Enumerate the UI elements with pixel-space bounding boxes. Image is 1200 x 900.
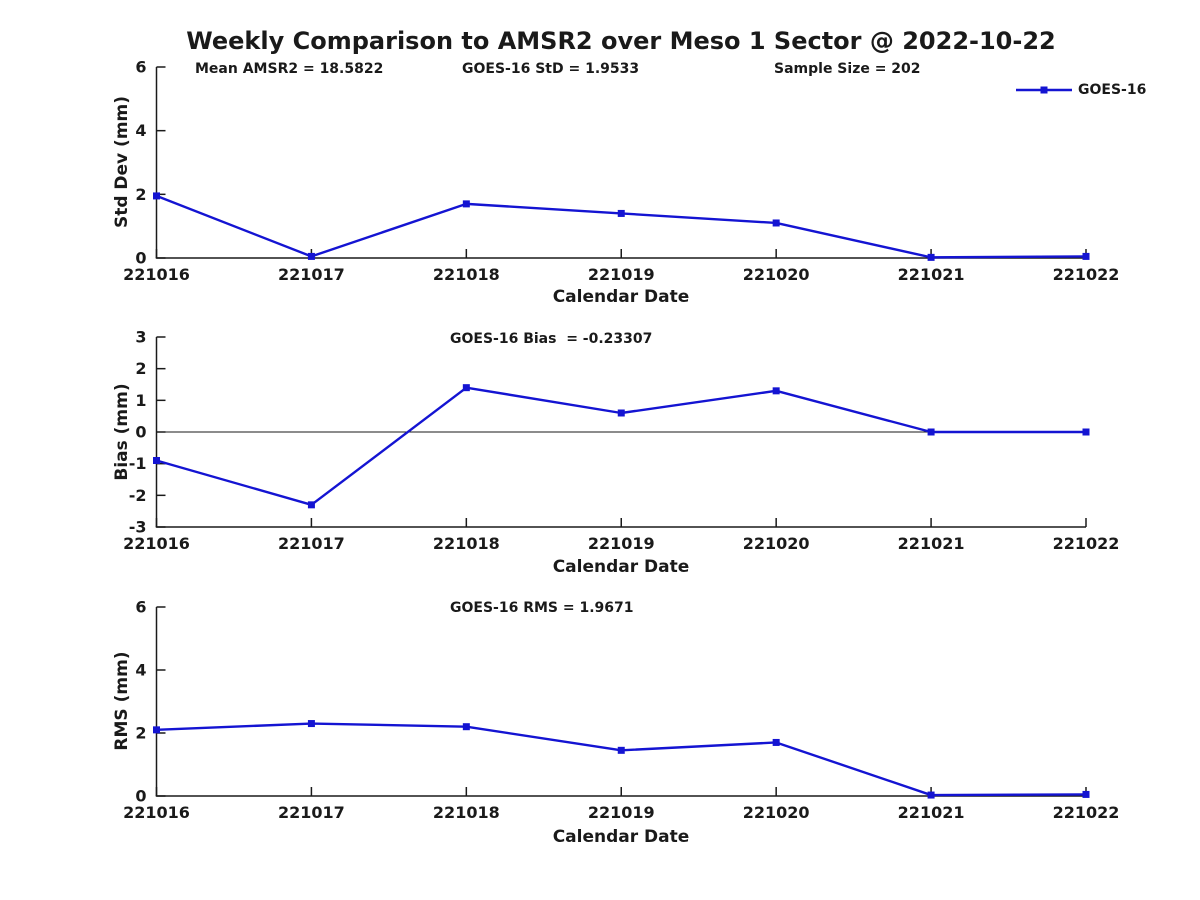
series-line <box>156 386 1086 507</box>
legend: GOES-16 <box>1016 82 1146 98</box>
x-tick-label: 221019 <box>588 803 655 822</box>
series-marker <box>153 457 160 464</box>
series-marker <box>1082 252 1090 260</box>
y-axis-label-rms: RMS (mm) <box>112 651 132 751</box>
series-marker <box>462 723 470 731</box>
y-axis-label-bias: Bias (mm) <box>112 383 132 481</box>
y-tick-label: 2 <box>135 724 146 743</box>
x-tick-label: 221016 <box>123 803 190 822</box>
x-axis-label-1: Calendar Date <box>552 287 690 307</box>
series-marker <box>1082 428 1090 436</box>
y-tick-label: 2 <box>135 359 146 378</box>
rms-subplot: 0 2 4 6 221016 221017 221018 221019 221020 221021… <box>123 598 1119 823</box>
x-tick-label: 221019 <box>588 534 655 553</box>
y-axis-label-std-dev: Std Dev (mm) <box>112 95 132 229</box>
series-marker <box>153 726 160 734</box>
y-tick-label: 3 <box>135 328 146 347</box>
series-marker <box>307 252 315 260</box>
bias-subplot: -3 -2 -1 0 1 2 3 221016 221017 221018 221019 221020… <box>123 328 1119 554</box>
series-marker <box>927 791 935 799</box>
series-marker <box>927 428 935 436</box>
x-tick-label: 221022 <box>1053 534 1120 553</box>
series-marker <box>307 501 315 509</box>
figure-title: Weekly Comparison to AMSR2 over Meso 1 S… <box>186 27 1056 55</box>
x-axis-label-2: Calendar Date <box>552 557 690 577</box>
y-tick-label: 2 <box>135 185 146 204</box>
series-marker <box>617 409 625 417</box>
y-tick-label: -3 <box>129 518 147 537</box>
series-marker <box>772 387 780 395</box>
x-tick-label: 221019 <box>588 265 655 284</box>
x-tick-label: 221020 <box>743 803 810 822</box>
y-tick-label: 6 <box>135 598 146 617</box>
x-tick-label: 221021 <box>898 534 965 553</box>
std-dev-subplot: 0 2 4 6 221016 221017 221018 221019 221020 221021… <box>123 58 1119 285</box>
y-tick-label: 0 <box>135 423 146 442</box>
series-marker <box>772 219 780 227</box>
series-marker <box>772 738 780 746</box>
annotation-goes16-bias: GOES-16 Bias = -0.23307 <box>450 331 653 347</box>
y-tick-label: 4 <box>135 121 146 140</box>
x-tick-label: 221016 <box>123 534 190 553</box>
series-marker <box>1082 790 1090 798</box>
series-marker <box>927 253 935 261</box>
y-tick-label: -1 <box>129 454 147 473</box>
y-tick-label: 0 <box>135 249 146 268</box>
y-tick-label: 6 <box>135 58 146 77</box>
series-marker <box>462 384 470 392</box>
x-tick-label: 221022 <box>1053 803 1120 822</box>
x-tick-label: 221017 <box>278 803 345 822</box>
y-tick-label: 4 <box>135 661 146 680</box>
x-tick-label: 221021 <box>898 803 965 822</box>
series-marker <box>617 746 625 754</box>
annotation-goes16-std: GOES-16 StD = 1.9533 <box>462 61 640 77</box>
x-tick-label: 221018 <box>433 265 500 284</box>
legend-marker <box>1040 86 1048 94</box>
legend-line-sample <box>1016 86 1072 94</box>
x-tick-label: 221020 <box>743 265 810 284</box>
series-marker <box>617 209 625 217</box>
x-tick-label: 221018 <box>433 803 500 822</box>
series-marker <box>153 192 160 200</box>
x-tick-label: 221021 <box>898 265 965 284</box>
y-tick-label: -2 <box>129 486 147 505</box>
x-tick-label: 221017 <box>278 265 345 284</box>
x-tick-label: 221017 <box>278 534 345 553</box>
y-tick-label: 1 <box>135 391 146 410</box>
series-line <box>156 722 1087 797</box>
annotation-mean-amsr2: Mean AMSR2 = 18.5822 <box>195 61 384 77</box>
y-tick-label: 0 <box>135 787 146 806</box>
series-line <box>156 194 1087 259</box>
x-tick-label: 221022 <box>1053 265 1120 284</box>
x-axis-label-3: Calendar Date <box>552 827 690 847</box>
legend-label: GOES-16 <box>1078 82 1147 98</box>
series-marker <box>462 200 470 208</box>
x-tick-label: 221020 <box>743 534 810 553</box>
series-marker <box>307 720 315 728</box>
annotation-sample-size: Sample Size = 202 <box>774 61 921 77</box>
annotation-goes16-rms: GOES-16 RMS = 1.9671 <box>450 600 634 616</box>
x-tick-label: 221016 <box>123 265 190 284</box>
x-tick-label: 221018 <box>433 534 500 553</box>
